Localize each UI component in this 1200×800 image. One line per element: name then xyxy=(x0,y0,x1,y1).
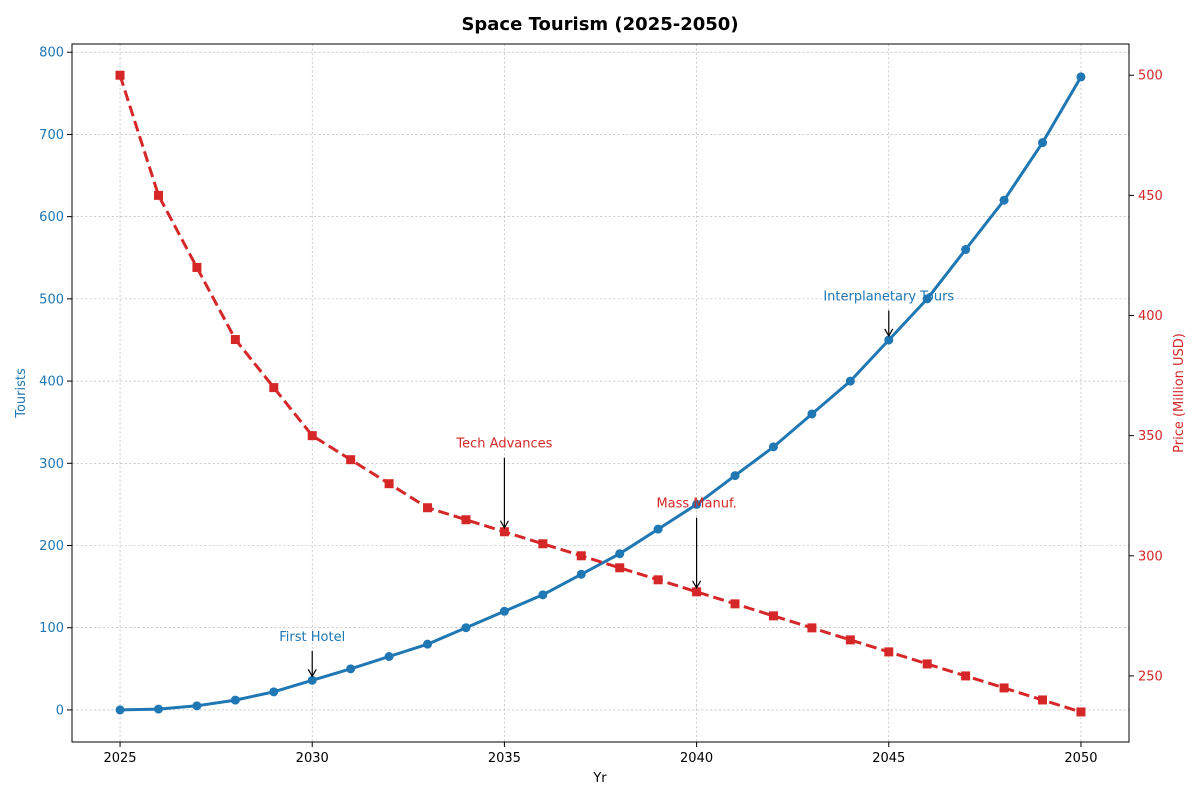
tourists-data-point xyxy=(999,195,1009,205)
tourists-data-point xyxy=(153,704,163,714)
price-data-point xyxy=(615,563,625,573)
y-left-tick-label: 200 xyxy=(39,539,64,554)
x-tick-label: 2025 xyxy=(103,751,136,766)
tourists-data-point xyxy=(884,335,894,345)
tourists-data-point xyxy=(961,245,971,255)
y-left-tick-label: 400 xyxy=(39,375,64,390)
tourists-data-point xyxy=(653,524,663,534)
annotation-label: Mass Manuf. xyxy=(656,497,736,512)
tourists-data-point xyxy=(307,675,317,685)
tourists-data-point xyxy=(192,701,202,711)
price-data-point xyxy=(384,479,394,489)
x-tick-label: 2050 xyxy=(1064,751,1097,766)
tourists-data-point xyxy=(230,695,240,705)
price-data-point xyxy=(768,611,778,621)
annotation-label: Tech Advances xyxy=(455,437,552,452)
price-data-point xyxy=(230,335,240,345)
tourists-data-point xyxy=(922,294,932,304)
price-series-line xyxy=(118,74,1082,714)
y-axis-left-label: Tourists xyxy=(14,368,29,419)
price-data-point xyxy=(461,515,471,525)
x-tick-label: 2030 xyxy=(296,751,329,766)
tourists-data-point xyxy=(768,442,778,452)
tourists-data-point xyxy=(346,664,356,674)
tourists-data-point xyxy=(384,651,394,661)
chart-title: Space Tourism (2025-2050) xyxy=(461,14,738,35)
price-data-point xyxy=(538,539,548,549)
plot-frame xyxy=(71,43,1130,743)
y-right-tick-label: 350 xyxy=(1138,429,1163,444)
x-axis-label: Yr xyxy=(592,771,607,786)
price-data-point xyxy=(576,551,586,561)
tourists-data-point xyxy=(576,569,586,579)
price-data-point xyxy=(192,262,202,272)
price-data-point xyxy=(653,575,663,585)
annotations: First Hotel Interplanetary Tours Tech Adva… xyxy=(279,290,954,678)
price-data-point xyxy=(499,527,509,537)
tourists-data-point xyxy=(115,705,125,715)
y-left-tick-label: 700 xyxy=(39,128,64,143)
tourists-data-point xyxy=(499,606,509,616)
series-layer xyxy=(115,70,1086,717)
price-data-point xyxy=(1076,707,1086,717)
price-data-point xyxy=(1038,695,1048,705)
y-left-tick-label: 0 xyxy=(56,703,64,718)
tourists-data-point xyxy=(423,639,433,649)
price-data-point xyxy=(307,431,317,441)
price-data-point xyxy=(269,383,279,393)
y-right-tick-label: 450 xyxy=(1138,189,1163,204)
price-data-point xyxy=(999,683,1009,693)
y-left-tick-label: 600 xyxy=(39,210,64,225)
price-data-point xyxy=(884,647,894,657)
tourists-data-point xyxy=(461,623,471,633)
tourists-data-point xyxy=(845,376,855,386)
tourists-data-point xyxy=(692,499,702,509)
y-right-tick-label: 400 xyxy=(1138,309,1163,324)
y-left-tick-label: 300 xyxy=(39,457,64,472)
axes: 2025 2030 2035 2040 2045 2050 0 100 200 300 400 500… xyxy=(39,46,1163,766)
grid xyxy=(72,44,1129,742)
price-data-point xyxy=(922,659,932,669)
tourists-data-point xyxy=(615,549,625,559)
price-data-point xyxy=(961,671,971,681)
tourists-data-point xyxy=(269,687,279,697)
price-data-point xyxy=(845,635,855,645)
x-tick-label: 2045 xyxy=(872,751,905,766)
annotation-arrowhead xyxy=(307,669,317,678)
y-left-tick-label: 500 xyxy=(39,292,64,307)
price-data-point xyxy=(153,190,163,200)
tourists-data-point xyxy=(538,590,548,600)
price-data-point xyxy=(730,599,740,609)
y-right-tick-label: 250 xyxy=(1138,669,1163,684)
annotation-arrowhead xyxy=(884,328,894,338)
tourists-data-point xyxy=(1076,72,1086,82)
annotation-label: First Hotel xyxy=(279,630,345,645)
y-left-tick-label: 800 xyxy=(39,46,64,61)
tourists-data-point xyxy=(807,409,817,419)
tourists-data-point xyxy=(1038,138,1048,148)
x-tick-label: 2035 xyxy=(488,751,521,766)
price-data-point xyxy=(692,587,702,597)
x-tick-label: 2040 xyxy=(680,751,713,766)
price-data-point xyxy=(423,503,433,513)
y-left-tick-label: 100 xyxy=(39,621,64,636)
price-data-point xyxy=(807,623,817,633)
price-data-point xyxy=(115,70,125,80)
annotation-arrowhead xyxy=(692,580,702,590)
annotation-arrowhead xyxy=(499,520,509,529)
price-data-point xyxy=(346,455,356,465)
tourists-series-line xyxy=(119,76,1083,712)
y-right-tick-label: 300 xyxy=(1138,549,1163,564)
y-axis-right-label: Price (Million USD) xyxy=(1172,333,1187,453)
tourists-data-point xyxy=(730,471,740,481)
y-right-tick-label: 500 xyxy=(1138,69,1163,84)
annotation-label: Interplanetary Tours xyxy=(823,290,954,305)
